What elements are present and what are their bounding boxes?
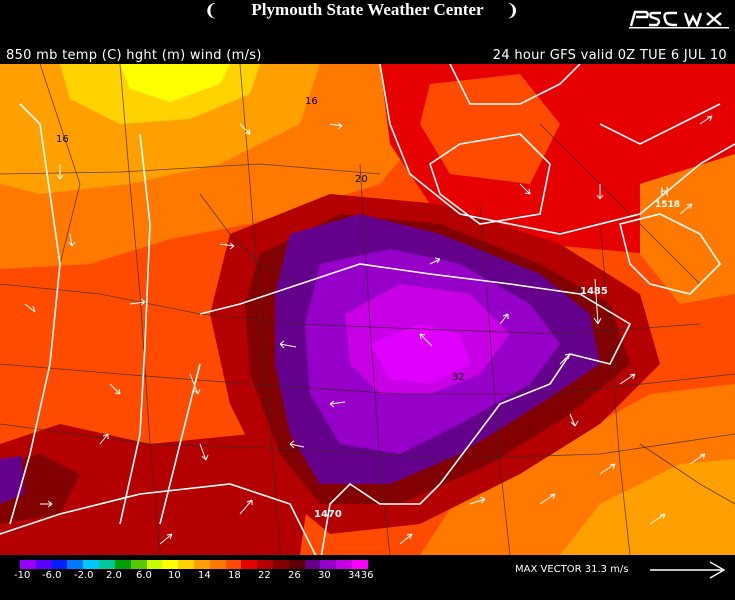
high-pressure-value: 1518: [655, 200, 680, 210]
colorbar-swatch: [225, 560, 242, 569]
max-vector-arrow-icon: [650, 561, 726, 579]
colorbar-label: -2.0: [74, 570, 94, 581]
page-title: Plymouth State Weather Center: [251, 0, 484, 19]
colorbar-swatch: [83, 560, 100, 569]
wind-vectors: [24, 115, 713, 545]
colorbar-swatch: [273, 560, 289, 569]
colorbar-swatch: [178, 560, 194, 569]
height-label-1470: 1470: [314, 509, 342, 520]
political-borders: [0, 64, 735, 555]
temp-label-32: 32: [452, 372, 465, 383]
colorbar-swatch: [35, 560, 52, 569]
colorbar-label: 10: [168, 570, 181, 581]
max-vector-label: MAX VECTOR 31.3 m/s: [515, 564, 629, 575]
temp-band-32-sw: [0, 456, 24, 504]
colorbar-swatch: [20, 560, 36, 569]
colorbar-swatch: [67, 560, 84, 569]
swirl-right-icon: ❩: [505, 1, 520, 21]
colorbar-label: 3436: [348, 570, 374, 581]
temp-band-14-se: [560, 459, 735, 555]
colorbar-swatch: [257, 560, 273, 569]
swirl-left-icon: ❨: [204, 1, 219, 21]
temp-label-16b: 16: [305, 96, 318, 107]
temp-label-16a: 16: [56, 134, 69, 145]
colorbar-swatch: [99, 560, 115, 569]
temperature-colorbar: [20, 560, 368, 569]
colorbar-label: 6.0: [136, 570, 152, 581]
colorbar-label: 30: [318, 570, 331, 581]
colorbar-swatch: [51, 560, 68, 569]
high-pressure-marker: H: [660, 185, 669, 199]
product-description: 850 mb temp (C) hght (m) wind (m/s): [6, 48, 262, 63]
colorbar-label: 18: [228, 570, 241, 581]
colorbar-swatch: [130, 560, 147, 569]
colorbar-swatch: [320, 560, 337, 569]
colorbar-swatch: [241, 560, 258, 569]
map-labels: 16 16 20 32 1470 1485 H 1518: [56, 96, 680, 520]
temperature-field: 16 16 20 32 1470 1485 H 1518: [0, 64, 735, 555]
colorbar-label: -10: [14, 570, 31, 581]
header-bar: ❨ Plymouth State Weather Center ❩ 850 mb…: [0, 0, 735, 63]
colorbar-swatch: [304, 560, 321, 569]
colorbar-label: 26: [288, 570, 301, 581]
colorbar-swatch: [209, 560, 226, 569]
temp-band-26-sw: [0, 424, 310, 555]
colorbar-label: 22: [258, 570, 271, 581]
psc-logo: [629, 10, 729, 29]
temp-band-6: [120, 64, 230, 102]
model-valid-time: 24 hour GFS valid 0Z TUE 6 JUL 10: [492, 48, 727, 63]
colorbar-swatch: [336, 560, 353, 569]
colorbar-swatch: [193, 560, 210, 569]
temp-band-38-center: [370, 324, 470, 384]
weather-map: 16 16 20 32 1470 1485 H 1518: [0, 64, 735, 555]
height-label-1485: 1485: [580, 286, 608, 297]
temp-label-20: 20: [355, 174, 368, 185]
colorbar-labels: -10 -6.0 -2.0 2.0 6.0 10 14 18 22 26 30 …: [14, 570, 384, 584]
colorbar-label: -6.0: [42, 570, 62, 581]
colorbar-swatch: [114, 560, 131, 569]
colorbar-swatch: [146, 560, 163, 569]
colorbar-label: 14: [198, 570, 211, 581]
colorbar-label: 2.0: [106, 570, 122, 581]
colorbar-swatch: [162, 560, 179, 569]
legend-footer: -10 -6.0 -2.0 2.0 6.0 10 14 18 22 26 30 …: [0, 555, 735, 600]
temp-band-18-ne: [640, 154, 735, 304]
colorbar-swatch: [352, 560, 368, 569]
colorbar-swatch: [288, 560, 305, 569]
